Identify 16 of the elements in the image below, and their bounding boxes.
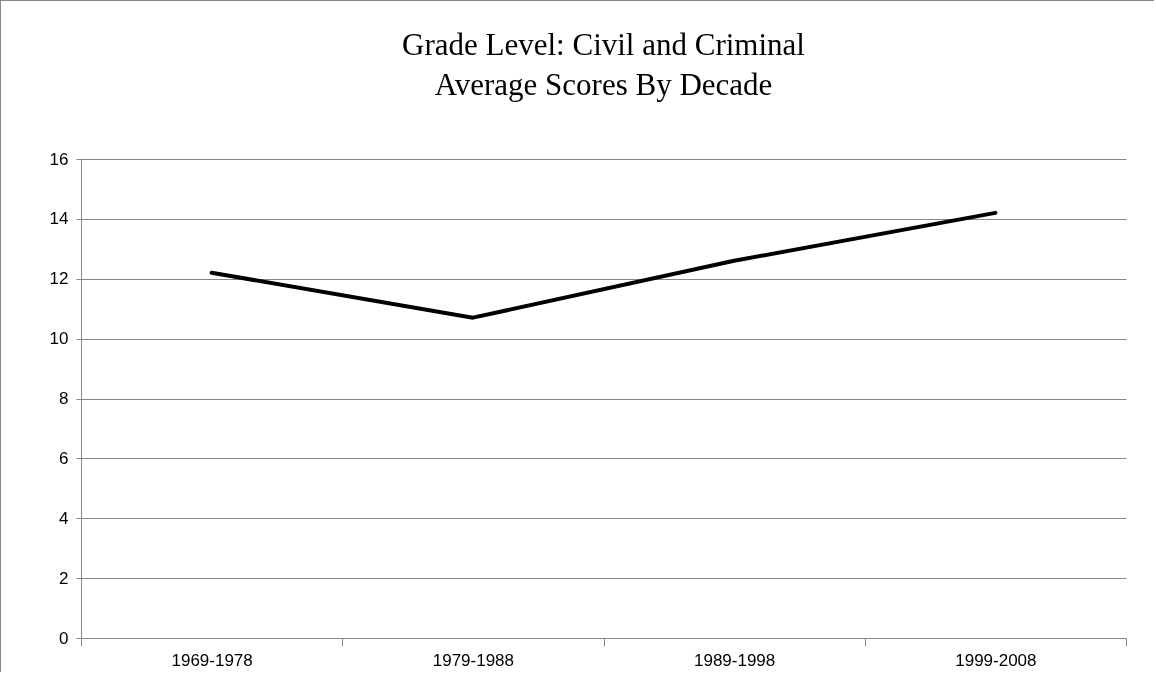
x-tick-label: 1979-1988 <box>432 650 515 670</box>
y-tick-label: 6 <box>59 448 69 468</box>
y-tick-label: 8 <box>59 389 69 408</box>
y-tick-label: 4 <box>59 508 69 528</box>
y-tick-label: 2 <box>59 568 69 588</box>
text: Grade Level: Civil and Criminal <box>402 27 805 62</box>
y-tick-label: 16 <box>49 149 69 169</box>
x-tick-label: 1999-2008 <box>955 650 1037 670</box>
y-tick-label: 12 <box>49 269 69 289</box>
x-tick-label: 1969-1978 <box>171 650 253 670</box>
text: Average Scores By Decade <box>434 67 773 102</box>
y-tick-label: 14 <box>49 209 69 229</box>
y-tick-label: 0 <box>59 628 69 648</box>
line-series <box>209 210 998 320</box>
x-tick-label: 1989-1998 <box>693 650 776 670</box>
y-tick-label: 10 <box>49 329 69 349</box>
